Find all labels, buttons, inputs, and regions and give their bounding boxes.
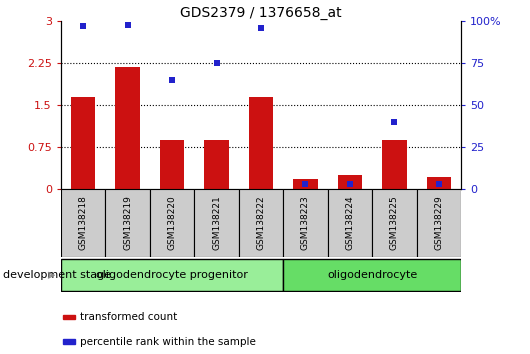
Point xyxy=(390,119,399,125)
Point xyxy=(435,182,443,187)
Text: oligodendrocyte: oligodendrocyte xyxy=(327,270,417,280)
Point xyxy=(257,25,266,31)
Bar xyxy=(283,259,461,291)
Text: GSM138223: GSM138223 xyxy=(301,196,310,250)
Point xyxy=(123,22,132,28)
Point xyxy=(346,182,354,187)
Bar xyxy=(328,189,372,257)
Text: GSM138219: GSM138219 xyxy=(123,195,132,251)
Bar xyxy=(427,177,451,189)
Text: percentile rank within the sample: percentile rank within the sample xyxy=(80,337,256,347)
Bar xyxy=(160,140,184,189)
Bar xyxy=(105,189,150,257)
Point xyxy=(79,23,87,29)
Text: GSM138222: GSM138222 xyxy=(257,196,266,250)
Bar xyxy=(239,189,283,257)
Bar xyxy=(63,315,75,319)
Text: GSM138224: GSM138224 xyxy=(346,196,355,250)
Text: development stage: development stage xyxy=(3,270,111,280)
Bar xyxy=(150,189,195,257)
Bar xyxy=(338,175,362,189)
Point xyxy=(168,77,176,83)
Point xyxy=(213,61,221,66)
Text: GSM138221: GSM138221 xyxy=(212,196,221,250)
Text: GSM138225: GSM138225 xyxy=(390,196,399,250)
Text: oligodendrocyte progenitor: oligodendrocyte progenitor xyxy=(96,270,248,280)
Bar xyxy=(293,179,317,189)
Title: GDS2379 / 1376658_at: GDS2379 / 1376658_at xyxy=(180,6,342,20)
Bar xyxy=(195,189,239,257)
Text: GSM138218: GSM138218 xyxy=(78,195,87,251)
Bar xyxy=(63,339,75,344)
Text: GSM138220: GSM138220 xyxy=(167,196,176,250)
Bar xyxy=(372,189,417,257)
Text: transformed count: transformed count xyxy=(80,312,178,322)
Bar xyxy=(61,259,283,291)
Bar xyxy=(382,140,407,189)
Bar xyxy=(71,97,95,189)
Text: GSM138229: GSM138229 xyxy=(435,196,444,250)
Bar xyxy=(249,97,273,189)
Bar xyxy=(116,67,140,189)
Bar xyxy=(417,189,461,257)
Bar xyxy=(283,189,328,257)
Bar xyxy=(205,140,229,189)
Point xyxy=(301,182,310,187)
Bar xyxy=(61,189,105,257)
